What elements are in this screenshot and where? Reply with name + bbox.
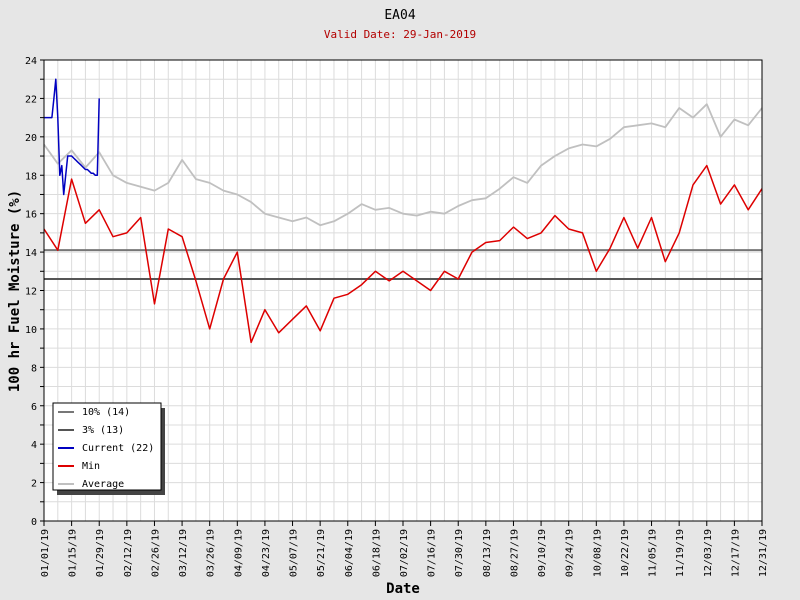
x-tick-label: 08/27/19: [509, 529, 520, 577]
series-line-min: [43, 164, 763, 344]
x-tick-label: 06/18/19: [371, 529, 382, 577]
x-axis-label: Date: [386, 581, 420, 597]
y-tick-label: 20: [25, 133, 37, 144]
x-tick-label: 12/31/19: [758, 529, 769, 577]
legend-label-10pct: 10% (14): [82, 407, 130, 418]
x-tick-label: 12/03/19: [703, 529, 714, 577]
y-tick-label: 16: [25, 210, 37, 221]
x-tick-label: 12/17/19: [730, 529, 741, 577]
x-tick-label: 03/12/19: [178, 529, 189, 577]
y-tick-label: 12: [25, 287, 37, 298]
x-tick-label: 11/05/19: [648, 529, 659, 577]
x-tick-label: 05/21/19: [316, 529, 327, 577]
x-tick-label: 07/30/19: [454, 529, 465, 577]
legend-label-3pct: 3% (13): [82, 425, 124, 436]
y-tick-label: 4: [31, 440, 37, 451]
x-tick-label: 07/02/19: [399, 529, 410, 577]
grid-layer: [44, 60, 762, 521]
legend: 10% (14) 3% (13) Current (22) Min Averag…: [52, 402, 165, 495]
series-layer: [43, 78, 763, 344]
legend-label-average: Average: [82, 479, 124, 490]
x-tick-label: 10/22/19: [620, 529, 631, 577]
x-axis-ticks: 01/01/19 01/15/19 01/29/19 02/12/19 02/26/19…: [40, 521, 769, 577]
y-tick-label: 24: [25, 56, 37, 67]
x-tick-label: 02/26/19: [150, 529, 161, 577]
x-tick-label: 02/12/19: [123, 529, 134, 577]
y-tick-label: 8: [31, 363, 37, 374]
x-tick-label: 04/23/19: [261, 529, 272, 577]
legend-box: [52, 402, 162, 491]
x-tick-label: 01/01/19: [40, 529, 51, 577]
y-tick-label: 22: [25, 94, 37, 105]
x-tick-label: 07/16/19: [427, 529, 438, 577]
x-tick-label: 09/24/19: [565, 529, 576, 577]
x-tick-label: 01/15/19: [68, 529, 79, 577]
y-tick-label: 18: [25, 171, 37, 182]
legend-label-current: Current (22): [82, 443, 154, 454]
x-tick-label: 11/19/19: [675, 529, 686, 577]
legend-label-min: Min: [82, 461, 100, 472]
chart-title: EA04: [384, 8, 415, 23]
y-tick-label: 14: [25, 248, 37, 259]
y-tick-label: 2: [31, 479, 37, 490]
y-tick-label: 6: [31, 402, 37, 413]
x-tick-label: 05/07/19: [289, 529, 300, 577]
series-line-current: [44, 78, 100, 196]
y-tick-label: 0: [31, 517, 37, 528]
y-tick-label: 10: [25, 325, 37, 336]
x-tick-label: 10/08/19: [592, 529, 603, 577]
x-tick-label: 03/26/19: [206, 529, 217, 577]
x-tick-label: 06/04/19: [344, 529, 355, 577]
x-tick-label: 08/13/19: [482, 529, 493, 577]
chart-subtitle: Valid Date: 29-Jan-2019: [324, 28, 476, 41]
x-tick-label: 01/29/19: [95, 529, 106, 577]
x-tick-label: 04/09/19: [233, 529, 244, 577]
x-tick-label: 09/10/19: [537, 529, 548, 577]
y-axis-label: 100 hr Fuel Moisture (%): [7, 190, 23, 392]
series-line-average: [43, 103, 763, 227]
